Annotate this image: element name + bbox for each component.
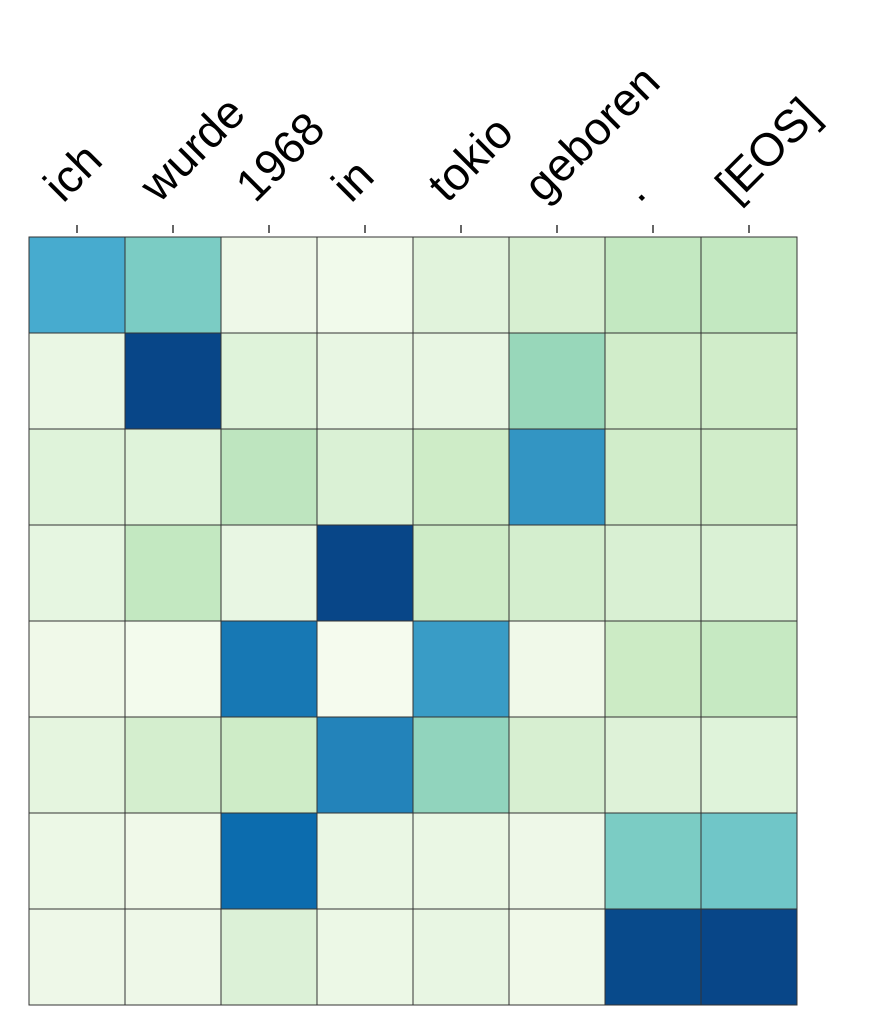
heatmap-cell-r0-c2	[220, 236, 318, 334]
heatmap-cell-r1-c0	[28, 332, 126, 430]
heatmap-cell-r6-c4	[412, 812, 510, 910]
heatmap-cells	[28, 236, 798, 1006]
heatmap-cell-r2-c5	[508, 428, 606, 526]
heatmap-cell-r5-c5	[508, 716, 606, 814]
heatmap-cell-r4-c6	[604, 620, 702, 718]
heatmap-cell-r3-c6	[604, 524, 702, 622]
x-tick-label: tokio	[417, 106, 522, 211]
heatmap-cell-r1-c4	[412, 332, 510, 430]
heatmap-cell-r5-c4	[412, 716, 510, 814]
heatmap-cell-r4-c1	[124, 620, 222, 718]
heatmap-cell-r0-c5	[508, 236, 606, 334]
heatmap-cell-r3-c2	[220, 524, 318, 622]
heatmap-cell-r5-c1	[124, 716, 222, 814]
heatmap-cell-r7-c4	[412, 908, 510, 1006]
heatmap-cell-r0-c7	[700, 236, 798, 334]
heatmap-cell-r4-c3	[316, 620, 414, 718]
heatmap-cell-r1-c7	[700, 332, 798, 430]
heatmap-cell-r2-c4	[412, 428, 510, 526]
x-axis-ticks	[76, 225, 750, 233]
x-tick-label: [EOS]	[705, 88, 829, 212]
heatmap-cell-r2-c2	[220, 428, 318, 526]
heatmap-cell-r0-c1	[124, 236, 222, 334]
heatmap-cell-r7-c5	[508, 908, 606, 1006]
heatmap-cell-r5-c3	[316, 716, 414, 814]
heatmap-cell-r4-c7	[700, 620, 798, 718]
heatmap-cell-r1-c3	[316, 332, 414, 430]
heatmap-cell-r7-c7	[700, 908, 798, 1006]
heatmap-cell-r7-c2	[220, 908, 318, 1006]
x-tick-label: wurde	[129, 86, 255, 212]
heatmap-cell-r3-c7	[700, 524, 798, 622]
x-tick-label: in	[321, 149, 383, 211]
heatmap-cell-r1-c5	[508, 332, 606, 430]
heatmap-cell-r7-c3	[316, 908, 414, 1006]
x-tick-label: geboren	[513, 55, 669, 211]
heatmap-cell-r5-c0	[28, 716, 126, 814]
heatmap-cell-r0-c6	[604, 236, 702, 334]
x-tick-label: .	[609, 165, 655, 211]
heatmap-cell-r1-c6	[604, 332, 702, 430]
heatmap-cell-r5-c6	[604, 716, 702, 814]
heatmap-cell-r6-c0	[28, 812, 126, 910]
heatmap-cell-r0-c3	[316, 236, 414, 334]
heatmap-cell-r3-c5	[508, 524, 606, 622]
heatmap-cell-r3-c4	[412, 524, 510, 622]
heatmap-cell-r0-c4	[412, 236, 510, 334]
heatmap-cell-r4-c0	[28, 620, 126, 718]
heatmap-cell-r4-c2	[220, 620, 318, 718]
heatmap-cell-r6-c5	[508, 812, 606, 910]
heatmap-cell-r4-c4	[412, 620, 510, 718]
heatmap-cell-r7-c6	[604, 908, 702, 1006]
heatmap-cell-r5-c7	[700, 716, 798, 814]
heatmap-cell-r6-c3	[316, 812, 414, 910]
heatmap-cell-r6-c1	[124, 812, 222, 910]
heatmap-cell-r2-c6	[604, 428, 702, 526]
heatmap-cell-r4-c5	[508, 620, 606, 718]
heatmap-cell-r2-c1	[124, 428, 222, 526]
heatmap-cell-r1-c1	[124, 332, 222, 430]
heatmap-cell-r3-c1	[124, 524, 222, 622]
heatmap-cell-r0-c0	[28, 236, 126, 334]
heatmap-cell-r5-c2	[220, 716, 318, 814]
heatmap-cell-r7-c1	[124, 908, 222, 1006]
heatmap-cell-r2-c7	[700, 428, 798, 526]
x-tick-label: ich	[33, 133, 111, 211]
heatmap-cell-r7-c0	[28, 908, 126, 1006]
heatmap-cell-r3-c3	[316, 524, 414, 622]
heatmap-cell-r2-c0	[28, 428, 126, 526]
heatmap-cell-r1-c2	[220, 332, 318, 430]
heatmap-cell-r6-c7	[700, 812, 798, 910]
heatmap-cell-r2-c3	[316, 428, 414, 526]
heatmap-cell-r6-c6	[604, 812, 702, 910]
heatmap-cell-r6-c2	[220, 812, 318, 910]
heatmap-cell-r3-c0	[28, 524, 126, 622]
